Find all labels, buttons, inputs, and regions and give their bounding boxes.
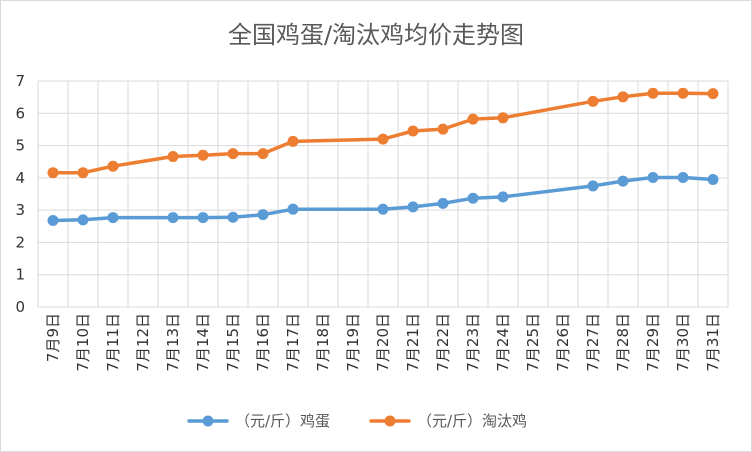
x-tick-label: 7月20日 xyxy=(374,313,392,372)
legend-marker xyxy=(384,415,396,427)
legend-marker xyxy=(202,415,214,427)
y-tick-label: 4 xyxy=(15,169,25,187)
data-point xyxy=(677,172,689,184)
x-tick-label: 7月19日 xyxy=(344,313,362,372)
data-point xyxy=(377,133,389,145)
x-axis: 7月9日 7月10日 7月11日 7月12日 7月13日 7月14日 7月15日 7月16日 7… xyxy=(44,313,722,372)
y-axis: 0 1 2 3 4 5 6 7 xyxy=(15,72,25,316)
data-point xyxy=(467,192,479,204)
data-point xyxy=(437,123,449,135)
data-point xyxy=(497,191,509,203)
x-tick-label: 7月18日 xyxy=(314,313,332,372)
data-point xyxy=(227,211,239,223)
data-point xyxy=(107,160,119,172)
data-point xyxy=(77,167,89,179)
x-tick-label: 7月9日 xyxy=(44,313,62,362)
legend-item: （元/斤）鸡蛋 xyxy=(187,412,330,430)
legend-label: （元/斤）淘汰鸡 xyxy=(417,412,527,430)
data-point xyxy=(197,149,209,161)
y-tick-label: 7 xyxy=(15,72,25,90)
y-tick-label: 1 xyxy=(15,266,25,284)
y-tick-label: 6 xyxy=(15,104,25,122)
y-tick-label: 5 xyxy=(15,137,25,155)
legend: （元/斤）鸡蛋 （元/斤）淘汰鸡 xyxy=(187,412,527,430)
data-point xyxy=(77,214,89,226)
x-tick-label: 7月21日 xyxy=(404,313,422,372)
y-tick-label: 2 xyxy=(15,233,25,251)
x-tick-label: 7月15日 xyxy=(224,313,242,372)
data-point xyxy=(227,148,239,160)
x-tick-label: 7月30日 xyxy=(674,313,692,372)
x-tick-label: 7月11日 xyxy=(104,313,122,372)
data-point xyxy=(407,125,419,137)
x-tick-label: 7月25日 xyxy=(524,313,542,372)
data-point xyxy=(257,148,269,160)
data-point xyxy=(47,167,59,179)
data-point xyxy=(437,197,449,209)
data-point xyxy=(287,203,299,215)
data-point xyxy=(257,209,269,221)
data-point xyxy=(617,91,629,103)
data-point xyxy=(467,113,479,125)
data-point xyxy=(647,87,659,99)
data-point xyxy=(707,88,719,100)
data-point xyxy=(167,212,179,224)
chart-title: 全国鸡蛋/淘汰鸡均价走势图 xyxy=(228,21,524,49)
data-point xyxy=(47,214,59,226)
x-tick-label: 7月17日 xyxy=(284,313,302,372)
data-point xyxy=(377,203,389,215)
data-point xyxy=(647,172,659,184)
data-point xyxy=(677,87,689,99)
legend-label: （元/斤）鸡蛋 xyxy=(235,412,330,430)
y-tick-label: 3 xyxy=(15,201,25,219)
data-point xyxy=(107,212,119,224)
data-point xyxy=(497,112,509,124)
y-tick-label: 0 xyxy=(15,298,25,316)
x-tick-label: 7月12日 xyxy=(134,313,152,372)
x-tick-label: 7月24日 xyxy=(494,313,512,372)
x-tick-label: 7月16日 xyxy=(254,313,272,372)
series-plot xyxy=(47,87,719,226)
x-tick-label: 7月31日 xyxy=(704,313,722,372)
data-point xyxy=(587,95,599,107)
data-point xyxy=(587,180,599,192)
data-point xyxy=(287,135,299,147)
x-tick-label: 7月14日 xyxy=(194,313,212,372)
x-tick-label: 7月29日 xyxy=(644,313,662,372)
x-tick-label: 7月10日 xyxy=(74,313,92,372)
data-point xyxy=(197,212,209,224)
data-point xyxy=(707,173,719,185)
x-tick-label: 7月27日 xyxy=(584,313,602,372)
legend-item: （元/斤）淘汰鸡 xyxy=(369,412,527,430)
data-point xyxy=(617,175,629,187)
x-tick-label: 7月26日 xyxy=(554,313,572,372)
gridlines xyxy=(37,80,729,308)
x-tick-label: 7月13日 xyxy=(164,313,182,372)
x-tick-label: 7月23日 xyxy=(464,313,482,372)
series-line-2 xyxy=(51,91,715,175)
x-tick-label: 7月28日 xyxy=(614,313,632,372)
data-point xyxy=(167,151,179,163)
data-point xyxy=(407,201,419,213)
x-tick-label: 7月22日 xyxy=(434,313,452,372)
